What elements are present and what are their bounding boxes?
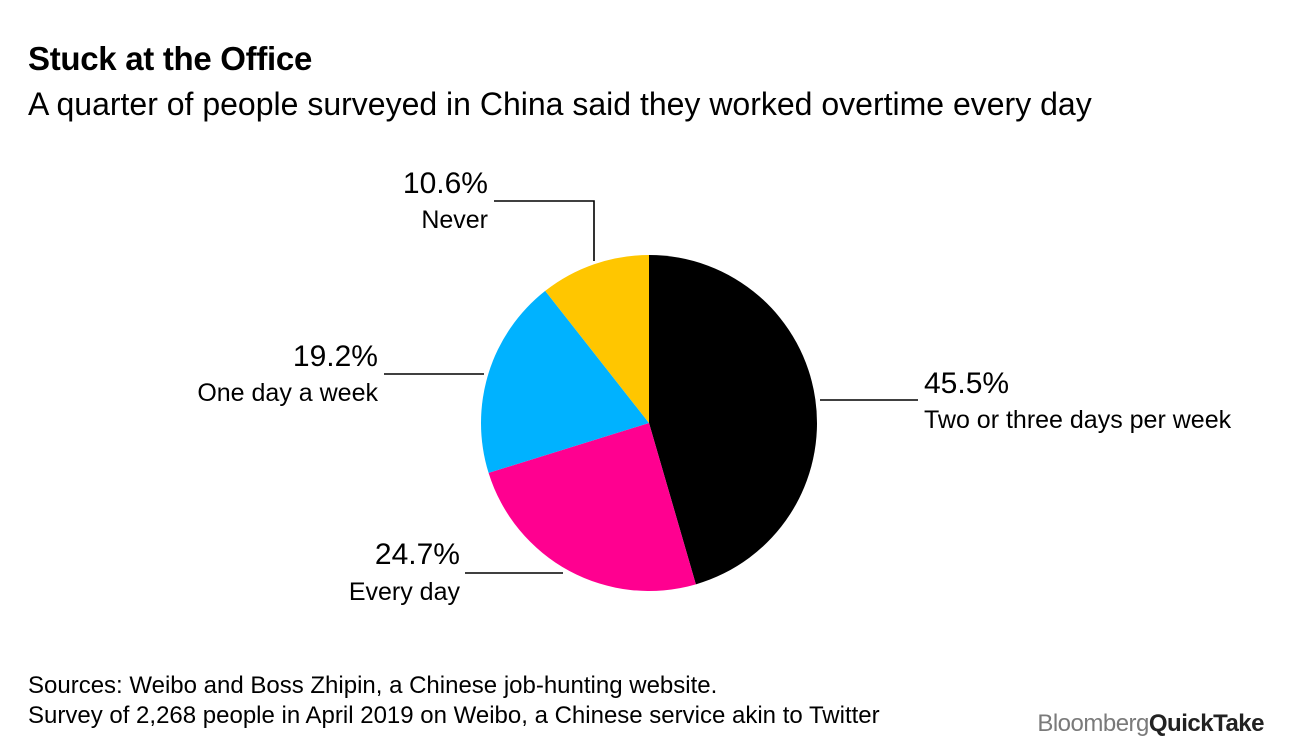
- source-note: Sources: Weibo and Boss Zhipin, a Chines…: [28, 672, 718, 699]
- brand-text-bloomberg: Bloomberg: [1037, 710, 1149, 737]
- slice-category-label: One day a week: [197, 379, 378, 407]
- leader-line-never: [494, 200, 595, 261]
- slice-category-label: Every day: [349, 578, 461, 606]
- pie-slices: [480, 255, 818, 592]
- slice-value-label: 10.6%: [403, 167, 488, 200]
- bloomberg-quicktake-logo: BloombergQuickTake: [1037, 710, 1264, 738]
- survey-note: Survey of 2,268 people in April 2019 on …: [28, 702, 880, 729]
- slice-value-label: 45.5%: [924, 367, 1009, 400]
- pie-slice-two-or-three-days-per-week: [649, 255, 818, 585]
- pie-slice-every-day: [488, 423, 696, 592]
- slice-category-label: Never: [421, 206, 488, 234]
- chart-title: Stuck at the Office: [28, 40, 313, 77]
- slice-value-label: 19.2%: [293, 340, 378, 373]
- pie-slice-never: [545, 255, 649, 423]
- slice-value-label: 24.7%: [375, 538, 460, 571]
- slice-category-label: Two or three days per week: [924, 406, 1232, 434]
- pie-slice-one-day-a-week: [480, 290, 649, 473]
- chart-subtitle: A quarter of people surveyed in China sa…: [28, 86, 1092, 122]
- brand-text-quicktake: QuickTake: [1148, 710, 1265, 737]
